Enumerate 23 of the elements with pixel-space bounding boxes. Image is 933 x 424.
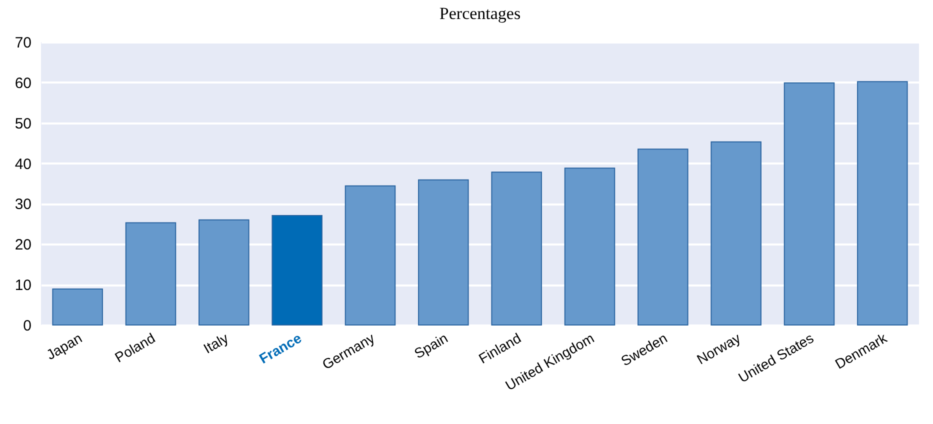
bar (857, 81, 908, 326)
bar (125, 222, 176, 326)
y-tick-label: 30 (14, 196, 32, 214)
bar (52, 288, 103, 326)
bar (198, 219, 250, 326)
chart-title: Percentages (439, 4, 521, 23)
y-tick-label: 70 (14, 34, 32, 52)
y-tick-label: 10 (14, 277, 32, 294)
bar (710, 141, 762, 326)
x-tick-label: Spain (411, 330, 450, 362)
bar (784, 82, 835, 326)
y-tick-label: 50 (14, 115, 32, 132)
x-tick-label: Italy (200, 330, 231, 356)
bar (564, 168, 616, 326)
y-tick-label: 0 (23, 318, 32, 334)
bar (418, 179, 469, 326)
y-tick-label: 40 (14, 156, 32, 173)
bar (638, 148, 688, 326)
bar (344, 185, 396, 326)
bar (272, 214, 322, 326)
y-tick-label: 20 (14, 236, 32, 254)
y-tick-label: 60 (14, 74, 32, 92)
bar (491, 172, 542, 326)
